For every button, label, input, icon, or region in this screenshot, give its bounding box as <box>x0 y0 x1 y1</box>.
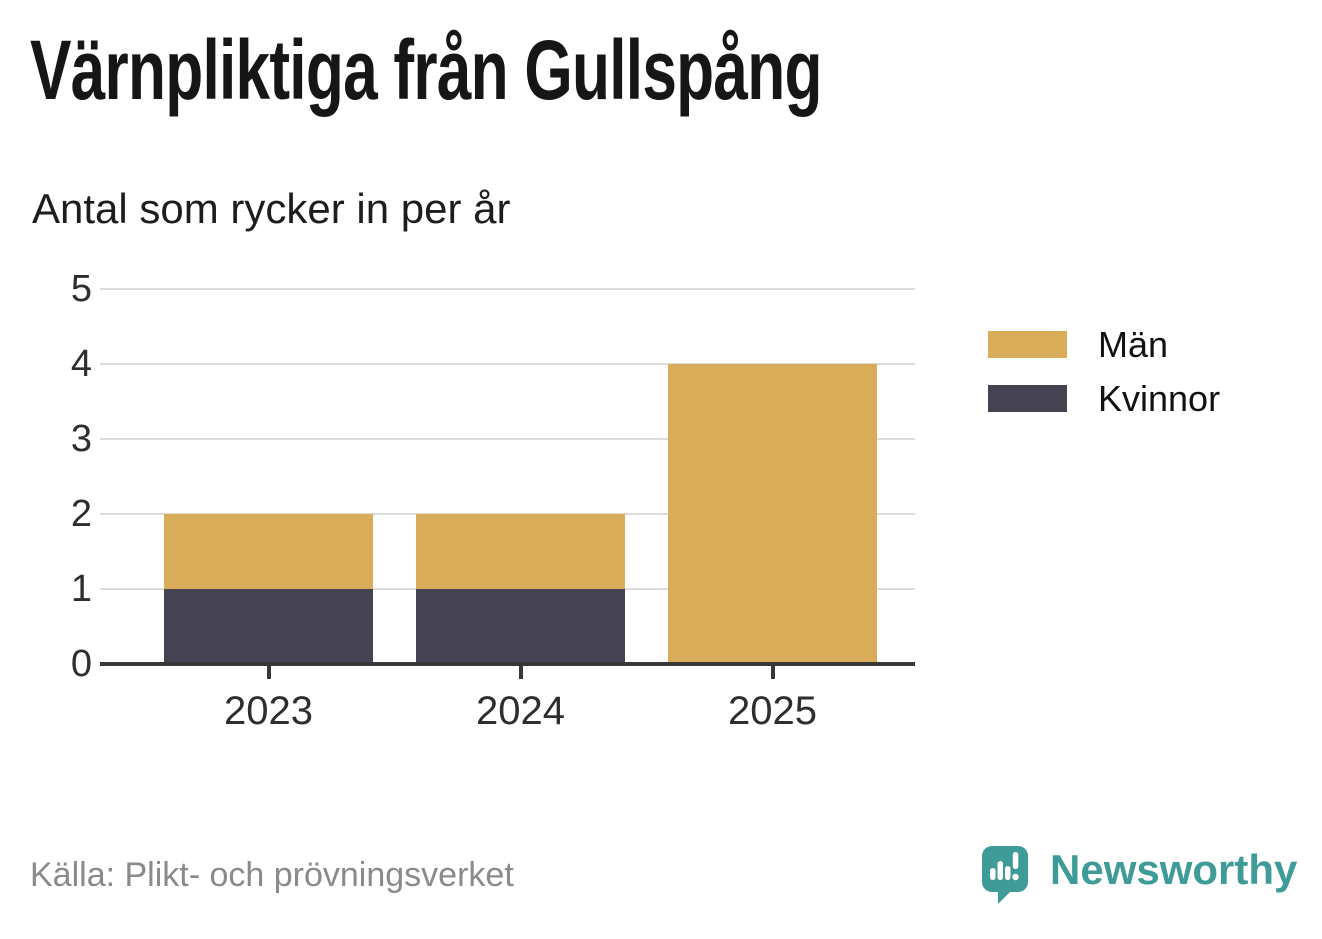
bar-segment-2023-kvinnor <box>164 589 373 664</box>
y-tick-label-2: 2 <box>70 493 92 535</box>
x-tick-label-2024: 2024 <box>476 689 565 733</box>
x-tick-label-2025: 2025 <box>728 689 817 733</box>
bar-segment-2025-män <box>668 364 877 664</box>
legend-item-kvinnor: Kvinnor <box>988 378 1220 419</box>
gridline-4 <box>100 363 915 365</box>
logo-wordmark: Newsworthy <box>1050 846 1298 893</box>
chart-subtitle: Antal som rycker in per år <box>32 185 511 232</box>
y-tick-label-3: 3 <box>70 418 92 460</box>
gridline-5 <box>100 288 915 290</box>
x-tick-2024 <box>518 666 523 679</box>
x-axis-line <box>100 662 915 666</box>
legend-label-kvinnor: Kvinnor <box>1098 377 1221 419</box>
legend-item-man: Män <box>988 324 1220 365</box>
chart-title: Värnpliktiga från Gullspång <box>30 23 822 117</box>
x-tick-2023 <box>266 666 271 679</box>
newsworthy-logo: Newsworthy <box>982 846 1297 906</box>
x-tick-2025 <box>770 666 775 679</box>
y-tick-label-1: 1 <box>70 568 92 610</box>
y-tick-label-0: 0 <box>70 643 92 685</box>
legend-swatch-kvinnor <box>988 385 1067 412</box>
bar-segment-2023-män <box>164 514 373 589</box>
bar-segment-2024-kvinnor <box>416 589 625 664</box>
speech-bubble-bar-chart-icon <box>982 846 1028 904</box>
legend-label-man: Män <box>1098 323 1169 365</box>
y-tick-label-4: 4 <box>70 343 92 385</box>
bar-segment-2024-män <box>416 514 625 589</box>
y-tick-label-5: 5 <box>70 268 92 310</box>
legend: Män Kvinnor <box>988 324 1220 439</box>
gridline-3 <box>100 438 915 440</box>
legend-swatch-man <box>988 331 1067 358</box>
x-tick-label-2023: 2023 <box>224 689 313 733</box>
source-text: Källa: Plikt- och prövningsverket <box>30 856 514 894</box>
